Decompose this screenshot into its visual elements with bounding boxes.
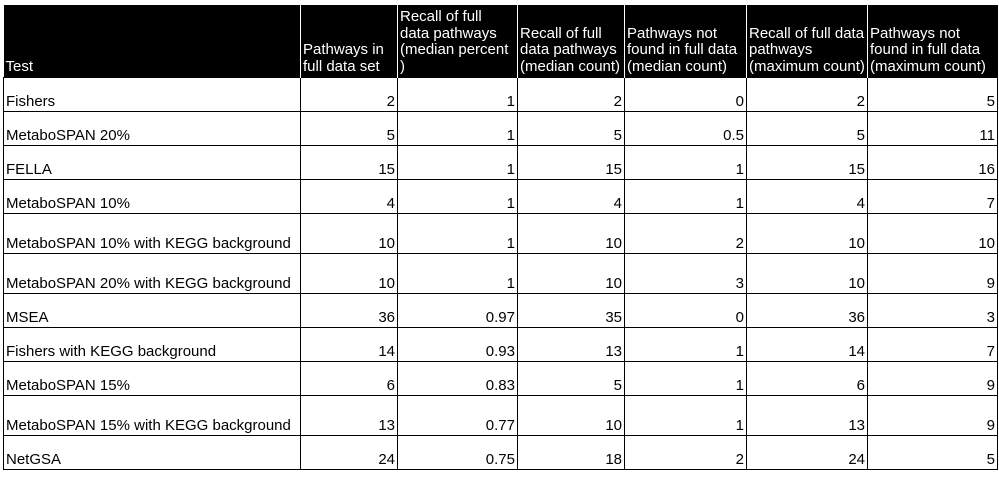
cell-recall-median-percent: 1 xyxy=(397,77,518,112)
cell-not-found-max: 7 xyxy=(867,327,998,362)
cell-pathways-full: 14 xyxy=(300,327,398,362)
cell-recall-median-percent: 1 xyxy=(397,253,518,294)
cell-pathways-full: 10 xyxy=(300,213,398,254)
cell-test: MetaboSPAN 20% with KEGG background xyxy=(3,253,301,294)
cell-recall-max-count: 10 xyxy=(746,253,868,294)
table-row: MetaboSPAN 20% 5 1 5 0.5 5 11 xyxy=(3,111,998,146)
cell-recall-max-count: 36 xyxy=(746,293,868,328)
cell-not-found-max: 5 xyxy=(867,435,998,470)
cell-recall-median-percent: 1 xyxy=(397,145,518,180)
table-row: NetGSA 24 0.75 18 2 24 5 xyxy=(3,435,998,470)
cell-recall-median-percent: 0.83 xyxy=(397,361,518,396)
cell-not-found-max: 9 xyxy=(867,361,998,396)
cell-recall-median-count: 10 xyxy=(517,253,625,294)
cell-pathways-full: 24 xyxy=(300,435,398,470)
cell-pathways-full: 4 xyxy=(300,179,398,214)
cell-recall-max-count: 10 xyxy=(746,213,868,254)
cell-test: Fishers with KEGG background xyxy=(3,327,301,362)
cell-pathways-full: 36 xyxy=(300,293,398,328)
cell-recall-median-count: 18 xyxy=(517,435,625,470)
cell-not-found-median: 1 xyxy=(624,327,747,362)
cell-pathways-full: 6 xyxy=(300,361,398,396)
table-row: MetaboSPAN 10% 4 1 4 1 4 7 xyxy=(3,179,998,214)
header-recall-max-count: Recall of full data pathways (maximum co… xyxy=(746,5,868,78)
cell-recall-median-count: 4 xyxy=(517,179,625,214)
cell-test: MetaboSPAN 10% with KEGG background xyxy=(3,213,301,254)
table-row: MSEA 36 0.97 35 0 36 3 xyxy=(3,293,998,328)
cell-recall-max-count: 6 xyxy=(746,361,868,396)
cell-recall-median-count: 2 xyxy=(517,77,625,112)
cell-not-found-max: 10 xyxy=(867,213,998,254)
cell-recall-median-percent: 0.77 xyxy=(397,395,518,436)
header-not-found-max: Pathways not found in full data (maximum… xyxy=(867,5,998,78)
header-pathways-full: Pathways in full data set xyxy=(300,5,398,78)
cell-not-found-max: 16 xyxy=(867,145,998,180)
cell-recall-max-count: 15 xyxy=(746,145,868,180)
cell-test: MetaboSPAN 15% xyxy=(3,361,301,396)
table-row: MetaboSPAN 15% with KEGG background 13 0… xyxy=(3,395,998,436)
cell-not-found-median: 2 xyxy=(624,213,747,254)
table-row: Fishers 2 1 2 0 2 5 xyxy=(3,77,998,112)
header-recall-median-percent: Recall of full data pathways (median per… xyxy=(397,5,518,78)
cell-not-found-max: 3 xyxy=(867,293,998,328)
cell-test: MetaboSPAN 10% xyxy=(3,179,301,214)
table-row: MetaboSPAN 15% 6 0.83 5 1 6 9 xyxy=(3,361,998,396)
cell-recall-median-count: 15 xyxy=(517,145,625,180)
table-row: FELLA 15 1 15 1 15 16 xyxy=(3,145,998,180)
cell-recall-median-percent: 0.97 xyxy=(397,293,518,328)
table-row: Fishers with KEGG background 14 0.93 13 … xyxy=(3,327,998,362)
table-row: MetaboSPAN 20% with KEGG background 10 1… xyxy=(3,253,998,294)
cell-not-found-max: 7 xyxy=(867,179,998,214)
cell-pathways-full: 13 xyxy=(300,395,398,436)
cell-recall-median-percent: 1 xyxy=(397,111,518,146)
cell-recall-max-count: 14 xyxy=(746,327,868,362)
cell-recall-median-percent: 0.93 xyxy=(397,327,518,362)
cell-test: NetGSA xyxy=(3,435,301,470)
cell-recall-median-count: 5 xyxy=(517,361,625,396)
cell-not-found-max: 9 xyxy=(867,253,998,294)
cell-not-found-median: 3 xyxy=(624,253,747,294)
cell-recall-median-percent: 1 xyxy=(397,213,518,254)
cell-recall-median-count: 10 xyxy=(517,395,625,436)
header-not-found-median: Pathways not found in full data (median … xyxy=(624,5,747,78)
cell-not-found-median: 0 xyxy=(624,77,747,112)
cell-not-found-median: 1 xyxy=(624,179,747,214)
cell-recall-max-count: 5 xyxy=(746,111,868,146)
cell-not-found-median: 1 xyxy=(624,395,747,436)
cell-pathways-full: 10 xyxy=(300,253,398,294)
header-recall-median-count: Recall of full data pathways (median cou… xyxy=(517,5,625,78)
cell-recall-median-count: 35 xyxy=(517,293,625,328)
cell-not-found-median: 1 xyxy=(624,145,747,180)
cell-recall-median-count: 5 xyxy=(517,111,625,146)
cell-not-found-max: 5 xyxy=(867,77,998,112)
cell-recall-median-percent: 0.75 xyxy=(397,435,518,470)
cell-recall-median-count: 10 xyxy=(517,213,625,254)
cell-not-found-median: 1 xyxy=(624,361,747,396)
cell-test: FELLA xyxy=(3,145,301,180)
table-row: MetaboSPAN 10% with KEGG background 10 1… xyxy=(3,213,998,254)
cell-recall-max-count: 4 xyxy=(746,179,868,214)
cell-not-found-median: 0 xyxy=(624,293,747,328)
header-test: Test xyxy=(3,5,301,78)
cell-pathways-full: 5 xyxy=(300,111,398,146)
cell-not-found-max: 9 xyxy=(867,395,998,436)
cell-not-found-median: 2 xyxy=(624,435,747,470)
cell-recall-max-count: 13 xyxy=(746,395,868,436)
cell-recall-max-count: 2 xyxy=(746,77,868,112)
cell-test: MSEA xyxy=(3,293,301,328)
results-table: Test Pathways in full data set Recall of… xyxy=(3,5,998,470)
cell-recall-median-count: 13 xyxy=(517,327,625,362)
cell-not-found-max: 11 xyxy=(867,111,998,146)
cell-recall-median-percent: 1 xyxy=(397,179,518,214)
cell-pathways-full: 15 xyxy=(300,145,398,180)
header-row: Test Pathways in full data set Recall of… xyxy=(3,5,998,78)
cell-recall-max-count: 24 xyxy=(746,435,868,470)
cell-not-found-median: 0.5 xyxy=(624,111,747,146)
cell-test: MetaboSPAN 20% xyxy=(3,111,301,146)
cell-test: Fishers xyxy=(3,77,301,112)
cell-pathways-full: 2 xyxy=(300,77,398,112)
cell-test: MetaboSPAN 15% with KEGG background xyxy=(3,395,301,436)
